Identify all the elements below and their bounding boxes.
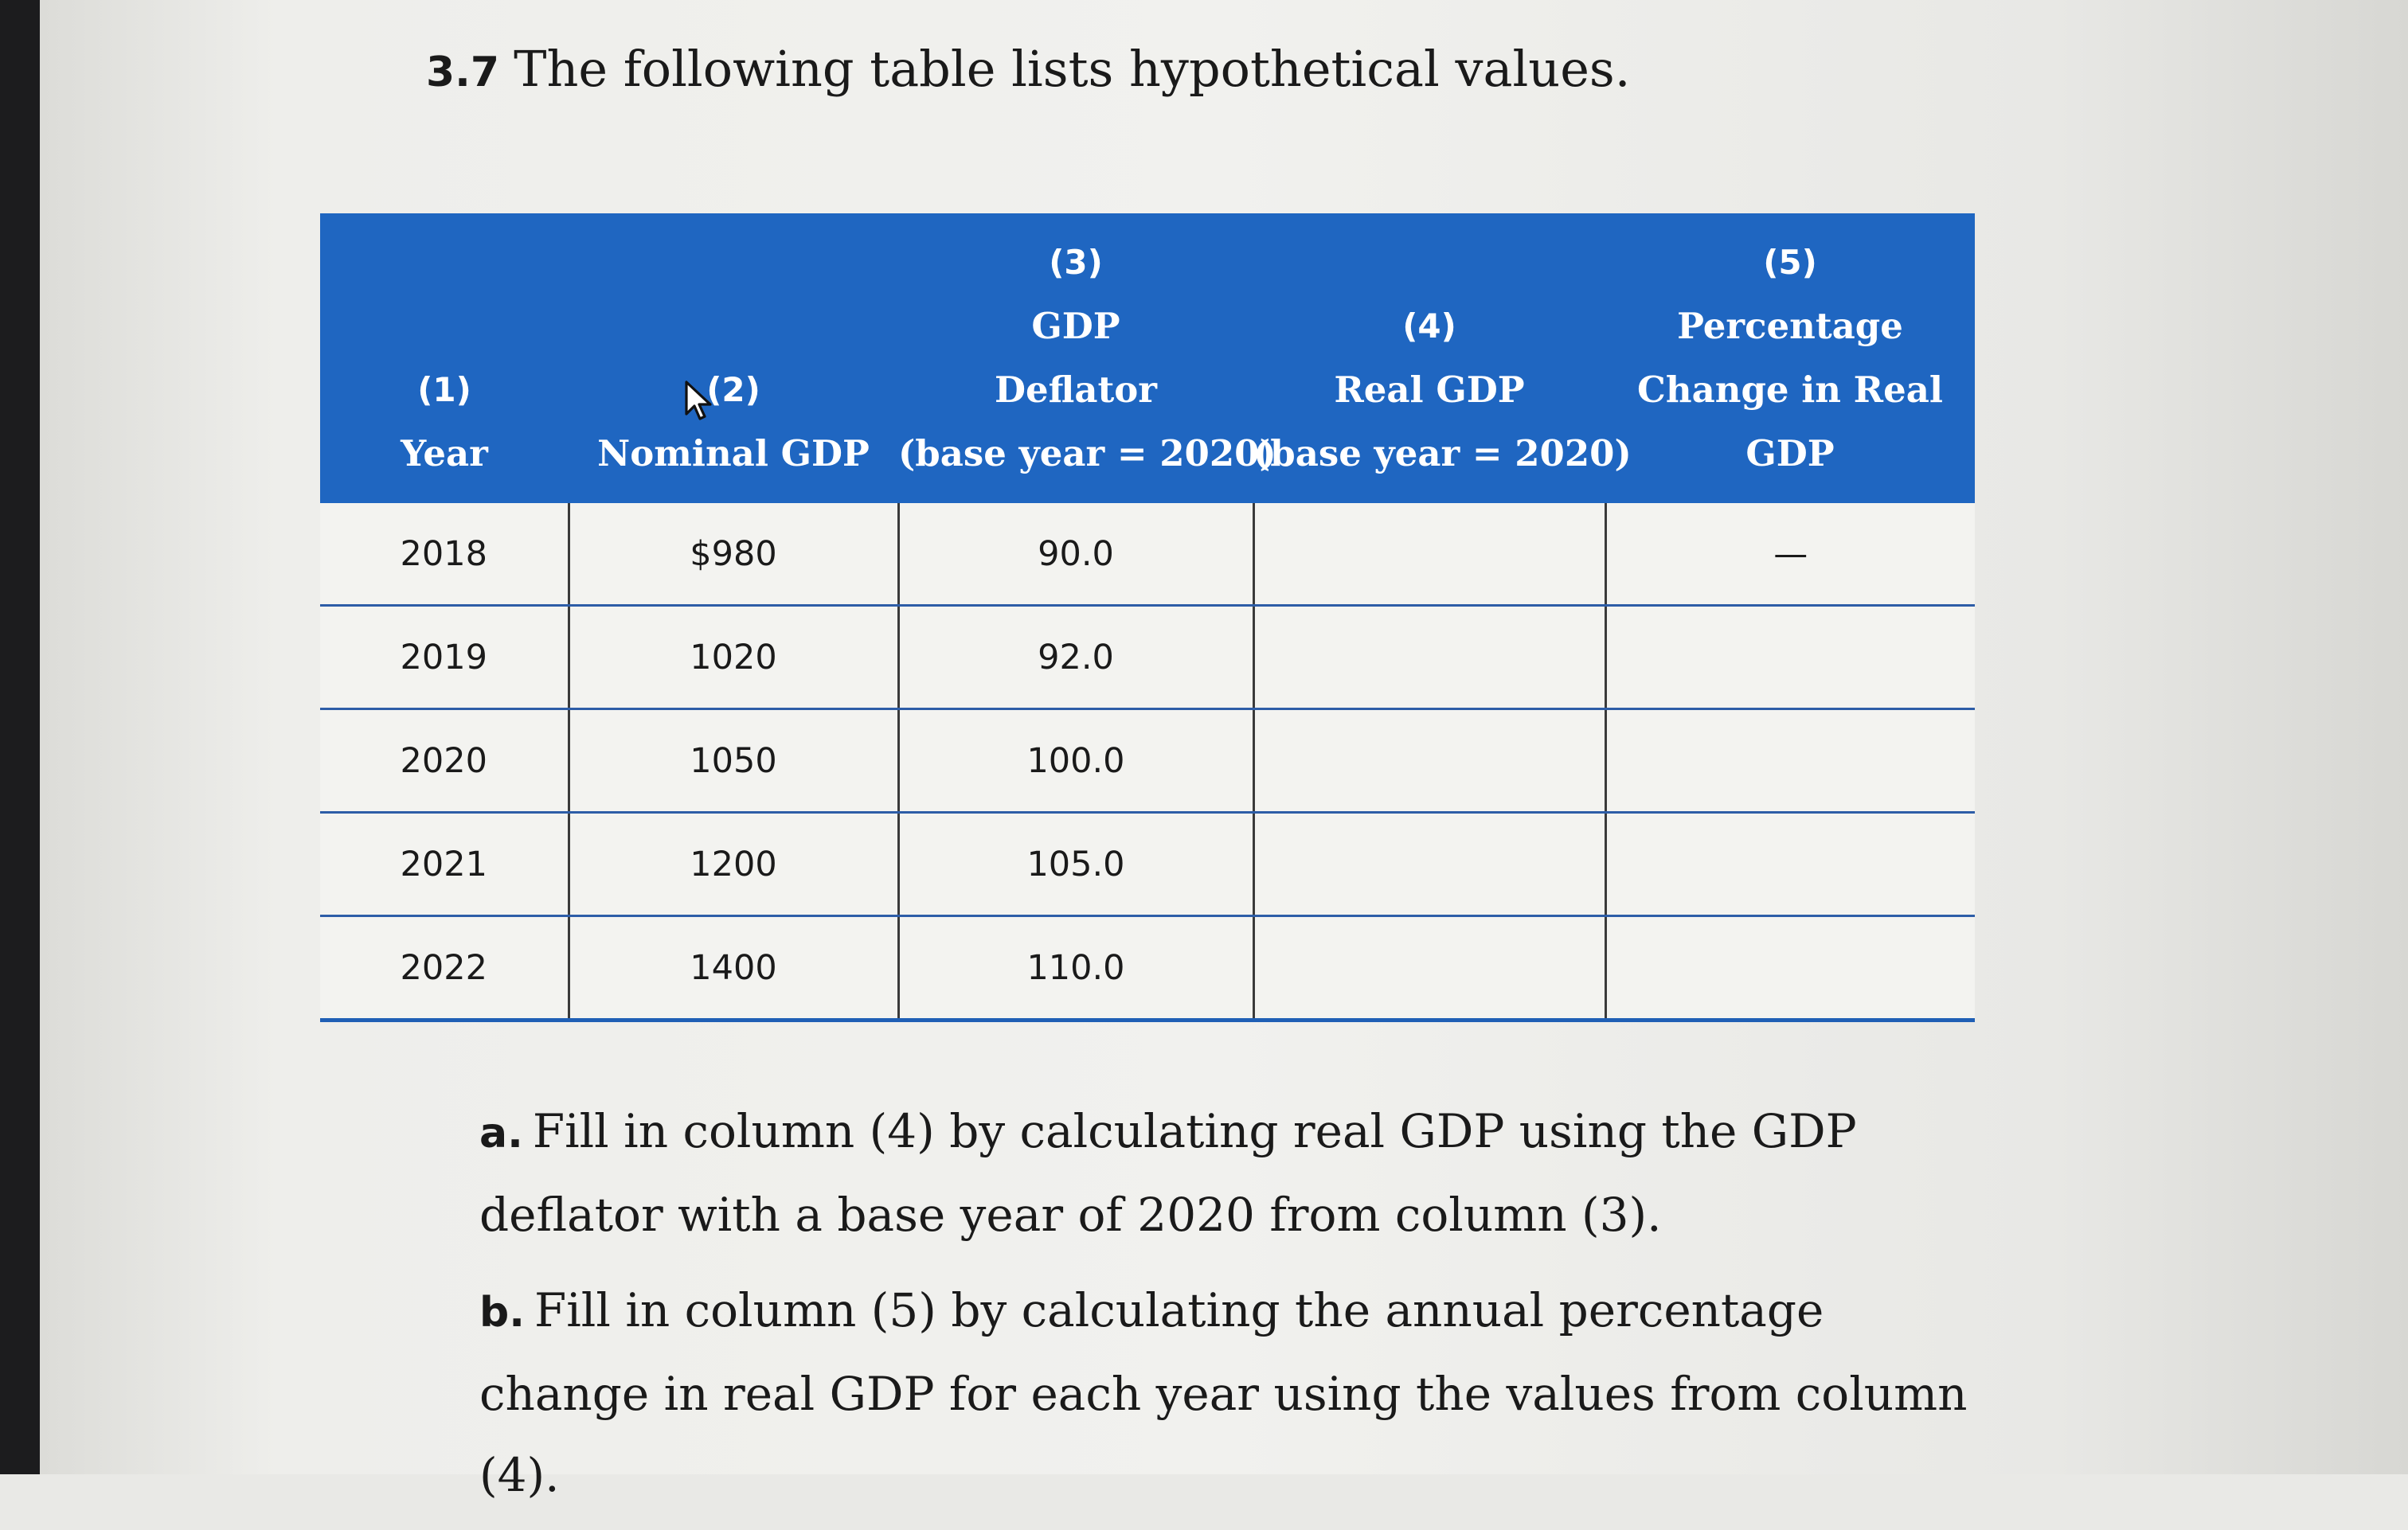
instruction-a: a. Fill in column (4) by calculating real… bbox=[479, 1091, 1992, 1255]
table-row: 2020 1050 100.0 bbox=[320, 708, 1975, 814]
header-line: Percentage bbox=[1677, 305, 1903, 347]
instructions: a. Fill in column (4) by calculating real… bbox=[479, 1091, 1992, 1530]
instruction-letter: a. bbox=[479, 1110, 523, 1157]
cell-real-gdp bbox=[1253, 915, 1607, 1022]
header-percentage-change: (5) Percentage Change in Real GDP bbox=[1605, 213, 1975, 503]
header-real-gdp: (4) Real GDP (base year = 2020) bbox=[1253, 213, 1632, 503]
cell-percentage-change: — bbox=[1605, 503, 1975, 607]
header-line: Year bbox=[401, 432, 488, 474]
header-line: Real GDP bbox=[1334, 369, 1525, 411]
cell-percentage-change bbox=[1605, 915, 1975, 1022]
table-row: 2021 1200 105.0 bbox=[320, 812, 1975, 917]
instruction-text: Fill in column (4) by calculating real G… bbox=[479, 1104, 1857, 1242]
data-table-container: (1) Year (2) Nominal GDP (3) GDP Deflato… bbox=[320, 213, 1975, 1022]
table-row: 2019 1020 92.0 bbox=[320, 605, 1975, 710]
header-line: Deflator bbox=[994, 369, 1158, 411]
cell-gdp-deflator: 110.0 bbox=[898, 915, 1255, 1022]
cell-year: 2020 bbox=[320, 708, 570, 814]
header-year: (1) Year bbox=[320, 213, 569, 503]
cell-nominal-gdp: 1050 bbox=[569, 708, 900, 814]
cell-nominal-gdp: $980 bbox=[569, 503, 900, 607]
cell-percentage-change bbox=[1605, 708, 1975, 814]
device-bezel bbox=[0, 0, 40, 1474]
header-line: (base year = 2020) bbox=[1253, 432, 1632, 474]
cell-year: 2019 bbox=[320, 605, 570, 710]
header-line: Change in Real bbox=[1637, 369, 1943, 411]
cell-year: 2018 bbox=[320, 503, 570, 607]
table-row: 2022 1400 110.0 bbox=[320, 915, 1975, 1022]
cell-nominal-gdp: 1020 bbox=[569, 605, 900, 710]
header-number: (3) bbox=[1049, 243, 1103, 282]
cell-real-gdp bbox=[1253, 708, 1607, 814]
document-page: 3.7 The following table lists hypothetica… bbox=[40, 0, 2408, 1502]
header-number: (1) bbox=[417, 370, 471, 409]
cell-nominal-gdp: 1400 bbox=[569, 915, 900, 1022]
problem-title: The following table lists hypothetical v… bbox=[514, 40, 1631, 98]
mouse-cursor-icon bbox=[685, 381, 712, 420]
problem-heading: 3.7 The following table lists hypothetica… bbox=[426, 40, 1630, 98]
instruction-b: b. Fill in column (5) by calculating the … bbox=[479, 1270, 1992, 1516]
cell-real-gdp bbox=[1253, 503, 1607, 607]
instruction-text: Fill in column (5) by calculating the an… bbox=[479, 1283, 1968, 1502]
problem-number: 3.7 bbox=[426, 49, 500, 96]
cell-gdp-deflator: 92.0 bbox=[898, 605, 1255, 710]
header-number: (2) bbox=[706, 370, 760, 409]
cell-percentage-change bbox=[1605, 812, 1975, 917]
header-line: GDP bbox=[1031, 305, 1120, 347]
cell-gdp-deflator: 100.0 bbox=[898, 708, 1255, 814]
header-line: (base year = 2020) bbox=[898, 432, 1276, 474]
table-header-row: (1) Year (2) Nominal GDP (3) GDP Deflato… bbox=[320, 213, 1975, 503]
cell-real-gdp bbox=[1253, 812, 1607, 917]
cell-nominal-gdp: 1200 bbox=[569, 812, 900, 917]
header-number: (5) bbox=[1763, 243, 1817, 282]
header-gdp-deflator: (3) GDP Deflator (base year = 2020) bbox=[898, 213, 1276, 503]
cell-year: 2021 bbox=[320, 812, 570, 917]
cell-year: 2022 bbox=[320, 915, 570, 1022]
header-line: Nominal GDP bbox=[597, 432, 870, 474]
gdp-table: (1) Year (2) Nominal GDP (3) GDP Deflato… bbox=[320, 213, 1975, 1022]
cell-real-gdp bbox=[1253, 605, 1607, 710]
table-row: 2018 $980 90.0 — bbox=[320, 503, 1975, 607]
cell-gdp-deflator: 90.0 bbox=[898, 503, 1255, 607]
header-number: (4) bbox=[1402, 306, 1456, 345]
header-line: GDP bbox=[1745, 432, 1835, 474]
cell-percentage-change bbox=[1605, 605, 1975, 710]
header-nominal-gdp: (2) Nominal GDP bbox=[569, 213, 898, 503]
cell-gdp-deflator: 105.0 bbox=[898, 812, 1255, 917]
instruction-letter: b. bbox=[479, 1289, 525, 1337]
